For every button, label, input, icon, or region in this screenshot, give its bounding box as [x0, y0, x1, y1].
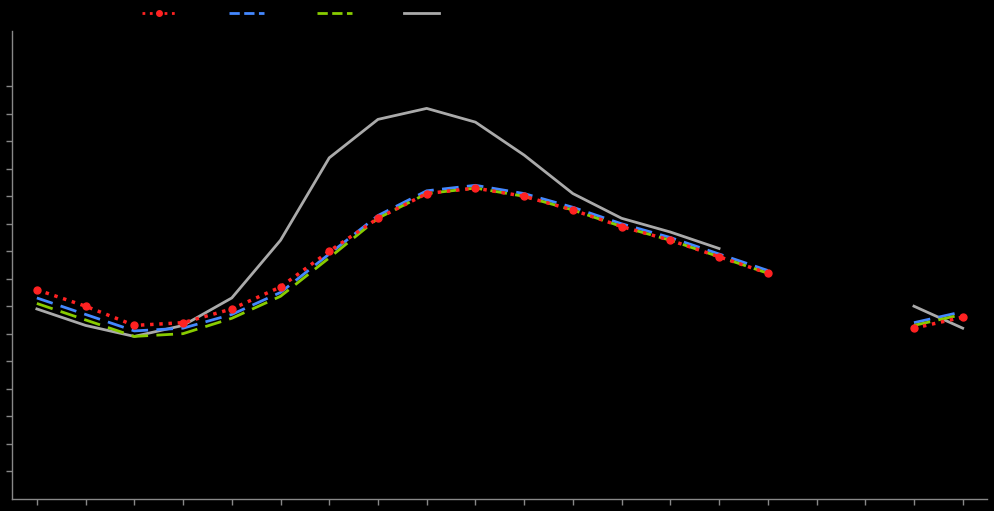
- Legend: , , , : , , ,: [136, 1, 449, 26]
